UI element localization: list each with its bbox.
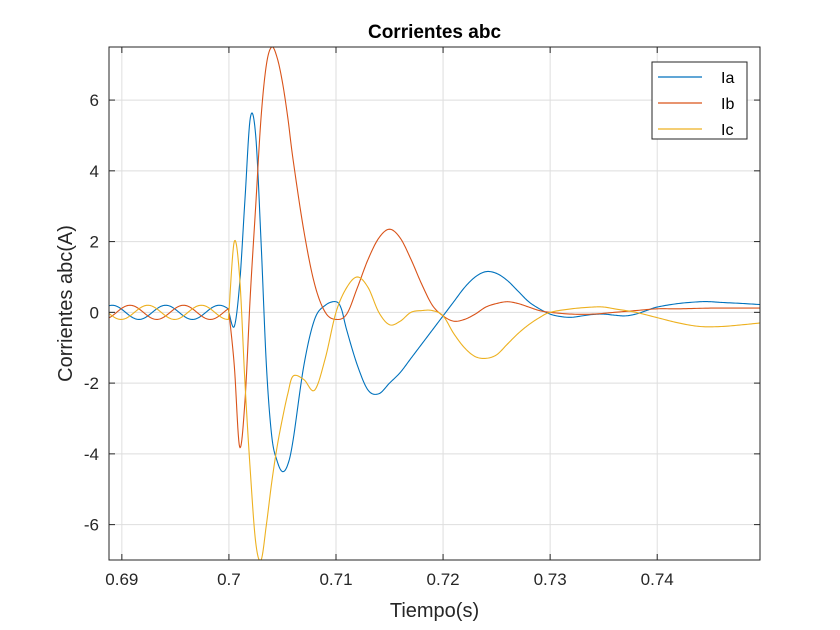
series-line-ic (109, 239, 760, 560)
x-tick-label: 0.73 (534, 570, 567, 589)
y-tick-label: -6 (84, 516, 99, 535)
legend-label-ia: Ia (721, 70, 734, 87)
x-axis-ticks: 0.69 0.7 0.71 0.72 0.73 0.74 (105, 47, 674, 589)
legend: Ia Ib Ic (651, 61, 748, 140)
series-line-ib (109, 47, 760, 449)
x-tick-label: 0.71 (319, 570, 352, 589)
x-axis-title: Tiempo(s) (390, 600, 479, 622)
chart-title: Corrientes abc (368, 22, 501, 43)
y-tick-label: 6 (90, 91, 99, 110)
legend-label-ib: Ib (721, 96, 734, 113)
y-axis-ticks: -6 -4 -2 0 2 4 6 (84, 91, 760, 535)
y-tick-label: -4 (84, 445, 99, 464)
legend-box (651, 61, 748, 140)
x-tick-label: 0.72 (427, 570, 460, 589)
x-tick-label: 0.69 (105, 570, 138, 589)
y-tick-label: -2 (84, 374, 99, 393)
plot-frame (108, 46, 761, 561)
legend-label-ic: Ic (721, 122, 733, 139)
x-tick-label: 0.74 (641, 570, 674, 589)
y-axis-title: Corrientes abc(A) (55, 225, 77, 382)
y-tick-label: 0 (90, 303, 99, 322)
series-lines (109, 47, 760, 560)
y-tick-label: 2 (90, 233, 99, 252)
x-tick-label: 0.7 (217, 570, 241, 589)
y-tick-label: 4 (90, 162, 99, 181)
